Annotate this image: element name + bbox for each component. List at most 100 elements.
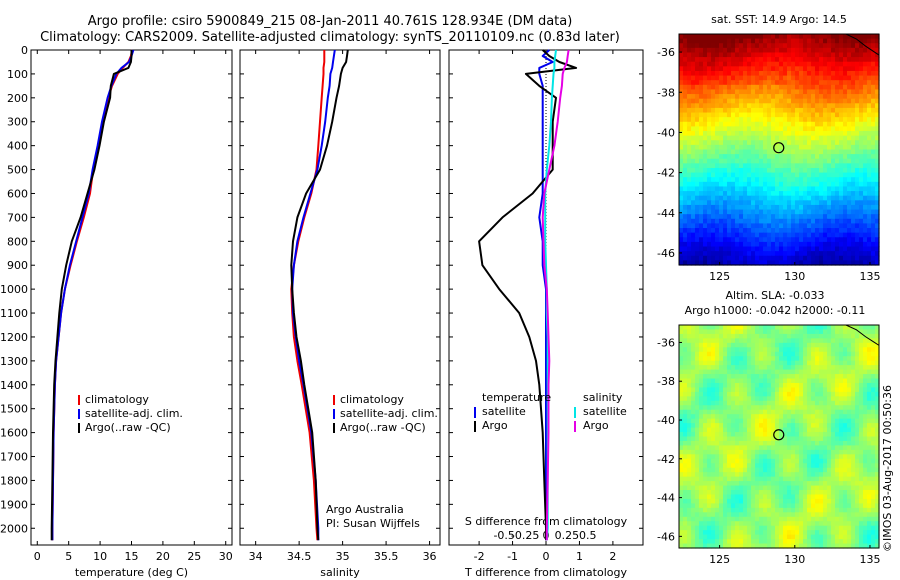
- sla_map-cell: [707, 436, 712, 442]
- sla_map-cell: [791, 485, 796, 491]
- sst_map-cell: [795, 52, 800, 58]
- sst_map-cell: [783, 172, 788, 178]
- sla_map-cell: [839, 342, 844, 348]
- sst_map-cell: [799, 94, 804, 100]
- sst_map-cell: [723, 158, 728, 164]
- differences-xtick-label: 2: [609, 550, 616, 563]
- sst_map-cell: [719, 195, 724, 201]
- sla_map-cell: [743, 440, 748, 447]
- sla_map-cell: [735, 382, 740, 389]
- sst_map-cell: [815, 121, 820, 127]
- temperature-xtick-label: 20: [156, 550, 170, 563]
- sla_map-cell: [827, 325, 832, 331]
- sst_map-cell: [839, 94, 844, 100]
- sla_map-cell: [735, 405, 740, 411]
- sst_map-cell: [795, 228, 800, 234]
- sla_map-cell: [759, 396, 764, 402]
- sst_map-cell: [871, 246, 876, 252]
- sla_map-cell: [807, 374, 812, 380]
- sst_map-cell: [863, 200, 868, 206]
- sst_map-cell: [747, 186, 752, 192]
- sla_map-cell: [695, 481, 700, 487]
- sst_map-cell: [759, 195, 764, 201]
- sla_map-cell: [747, 365, 752, 371]
- sla_map-cell: [707, 418, 712, 424]
- sst_map-cell: [759, 232, 764, 238]
- temperature-xtick-label: 0: [34, 550, 41, 563]
- sst_map-cell: [795, 218, 800, 225]
- sla_map-cell: [799, 347, 804, 353]
- sst_map-cell: [743, 107, 748, 114]
- sla_map-cell: [695, 400, 700, 406]
- sst_map-cell: [763, 135, 768, 141]
- sla_map-cell: [771, 387, 776, 393]
- sla_map-cell: [779, 360, 784, 366]
- sla_map-cell: [839, 374, 844, 380]
- sst_map-cell: [755, 135, 760, 141]
- sla_map-cell: [707, 472, 712, 478]
- sla_map-cell: [787, 351, 792, 357]
- sst_map-cell: [855, 223, 860, 229]
- sst_map-cell: [787, 177, 792, 183]
- sla_map-cell: [787, 494, 792, 500]
- sla_map-cell: [875, 405, 880, 411]
- sst_map-cell: [843, 43, 848, 49]
- sst_map-cell: [735, 66, 740, 72]
- sst_map-cell: [727, 61, 732, 67]
- sst_map-cell: [815, 94, 820, 100]
- sla_map-cell: [743, 405, 748, 411]
- sla_map-cell: [823, 427, 828, 433]
- sst_map-cell: [779, 144, 784, 151]
- sla_map-cell: [711, 498, 716, 504]
- sla_map-cell: [775, 333, 780, 339]
- sst_map-cell: [683, 84, 688, 91]
- sst_map-cell: [727, 218, 732, 225]
- sst_map-cell: [747, 200, 752, 206]
- sla_map-cell: [855, 351, 860, 357]
- sst_map-cell: [827, 149, 832, 155]
- sst_map-cell: [795, 158, 800, 164]
- sst_map-cell: [795, 163, 800, 169]
- sst_map-cell: [699, 34, 704, 40]
- sst_map-cell: [711, 43, 716, 49]
- sla_map-cell: [731, 512, 736, 518]
- sla_map-cell: [707, 476, 712, 482]
- sst_map-cell: [687, 149, 692, 155]
- sst_map-cell: [759, 218, 764, 225]
- sla_map-cell: [719, 396, 724, 402]
- sla_map-cell: [715, 356, 720, 362]
- sst_map-cell: [795, 135, 800, 141]
- sla_map-cell: [871, 400, 876, 406]
- sst_map-cell: [771, 80, 776, 86]
- sla_map-cell: [795, 467, 800, 473]
- sla_map-cell: [779, 342, 784, 348]
- sst_map-cell: [747, 195, 752, 201]
- sla_map-cell: [731, 365, 736, 371]
- sst_map-cell: [699, 218, 704, 225]
- sla_map-cell: [683, 374, 688, 380]
- sst_map-cell: [823, 241, 828, 248]
- sst_map-cell: [727, 181, 732, 188]
- sst_map-cell: [827, 140, 832, 146]
- sst_map-cell: [719, 181, 724, 188]
- sst_map-cell: [735, 177, 740, 183]
- sla_map-cell: [687, 382, 692, 389]
- sst_map-cell: [755, 94, 760, 100]
- sst_map-cell: [771, 75, 776, 81]
- sst_map-cell: [783, 84, 788, 91]
- sst_map-cell: [831, 140, 836, 146]
- sst_map-cell: [727, 112, 732, 118]
- sst_map-cell: [835, 186, 840, 192]
- sla_map-cell: [687, 414, 692, 420]
- sla_map-cell: [739, 516, 744, 522]
- sla_map-cell: [771, 409, 776, 415]
- sla_map-cell: [791, 405, 796, 411]
- sla_map-cell: [767, 521, 772, 527]
- sst_map-cell: [723, 126, 728, 132]
- sla_map-cell: [763, 485, 768, 491]
- sla_map-cell: [703, 472, 708, 478]
- sst_map-cell: [815, 43, 820, 49]
- sla_map-cell: [871, 503, 876, 509]
- sst_map-cell: [695, 103, 700, 109]
- sst_map-cell: [755, 34, 760, 40]
